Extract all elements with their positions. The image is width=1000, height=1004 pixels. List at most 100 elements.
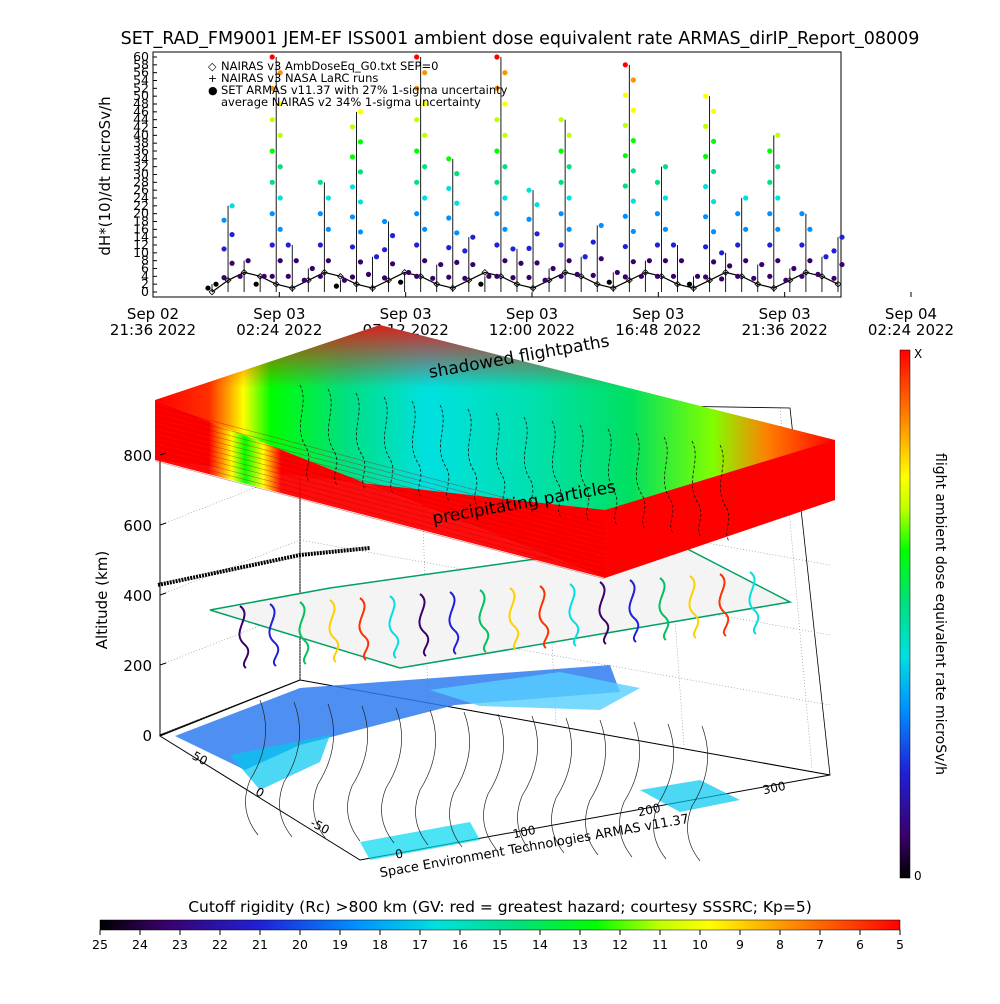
series-armas-point — [622, 92, 628, 98]
series-armas-point — [526, 216, 532, 222]
series-armas-point — [253, 281, 259, 287]
rigidity-tick-label: 8 — [776, 937, 784, 952]
slab-track — [411, 400, 422, 498]
series-armas-point — [462, 248, 468, 254]
series-armas-point — [502, 164, 508, 170]
rigidity-tick-label: 12 — [612, 937, 628, 952]
series-armas-point — [702, 93, 709, 99]
series-armas-point — [743, 258, 749, 264]
series-nairas-point — [593, 280, 601, 288]
ground-tracks — [245, 699, 708, 862]
series-armas-point — [454, 259, 460, 266]
ground-track — [449, 711, 470, 848]
series-armas-point — [839, 234, 845, 240]
series-armas-point — [389, 233, 396, 239]
x-tick-label-time: 21:36 2022 — [742, 321, 828, 339]
rigidity-tick-label: 14 — [532, 937, 548, 952]
rigidity-tick-label: 21 — [252, 937, 268, 952]
series-armas-point — [357, 229, 364, 235]
slab-track — [495, 412, 506, 510]
slab-stripe — [154, 455, 606, 575]
x-tick-label-time: 02:24 2022 — [236, 321, 322, 339]
series-armas-point — [422, 101, 428, 107]
series-armas-point — [422, 70, 428, 76]
series-armas-point — [446, 156, 452, 162]
rigidity-tick-label: 25 — [92, 937, 108, 952]
series-nairas-point — [706, 276, 713, 284]
legend-entry: NAIRAS v3 NASA LaRC runs — [221, 71, 378, 85]
orbit-track — [658, 577, 670, 641]
slab-stripe — [154, 435, 606, 555]
series-armas-point — [702, 123, 709, 129]
series-nairas-point — [401, 269, 409, 276]
y-tick-label: 36 — [133, 143, 149, 158]
rigidity-tick-label: 15 — [492, 937, 508, 952]
series-armas-point — [349, 244, 356, 250]
y-tick-label: 54 — [133, 73, 149, 88]
slab-stripe — [154, 420, 606, 540]
series-armas-point — [349, 154, 356, 160]
series-armas-point — [277, 164, 283, 170]
series-armas-point — [678, 258, 685, 264]
y-tick-label: 32 — [133, 159, 149, 174]
series-armas-point — [446, 245, 452, 251]
series-armas-point — [285, 242, 291, 248]
series-armas-point — [357, 109, 364, 115]
rigidity-tick-label: 9 — [736, 937, 744, 952]
y-axis-label: dH*(10)/dt microSv/h — [96, 96, 114, 255]
series-armas-point — [759, 261, 765, 268]
series-armas-point — [654, 211, 661, 217]
series-armas-point — [654, 179, 661, 185]
rigidity-tick-label: 17 — [412, 937, 428, 952]
series-armas-point — [622, 153, 628, 159]
y-tick-label: 14 — [133, 229, 149, 244]
series-armas-point — [590, 239, 596, 245]
orbit-track — [568, 583, 580, 647]
series-nairas-point — [722, 269, 730, 276]
series-armas-point — [702, 214, 709, 220]
series-armas-point — [494, 117, 500, 123]
series-nairas-point — [385, 276, 392, 284]
series-nairas-point — [818, 272, 826, 280]
legend-entry: average NAIRAS v2 34% 1-sigma uncertaint… — [221, 95, 481, 109]
series-armas-point — [261, 273, 267, 279]
x-tick-label-date: Sep 04 — [885, 305, 937, 323]
series-nairas-point — [561, 269, 569, 276]
ground-track — [619, 721, 640, 858]
series-armas-point — [630, 168, 636, 174]
series-armas-point — [558, 242, 564, 248]
series-armas-point — [574, 271, 580, 277]
rigidity-gradient — [99, 919, 901, 931]
orbit-track — [238, 605, 250, 669]
series-armas-point — [446, 274, 452, 280]
ground-map — [158, 665, 831, 862]
series-armas-point — [277, 258, 283, 264]
y-tick-label: 26 — [133, 182, 149, 197]
series-nairas-point — [353, 280, 360, 288]
series-armas-point — [349, 124, 356, 130]
longitude-tick-label: 100 — [512, 823, 537, 841]
orbit-track — [538, 585, 550, 649]
orbit-surface — [157, 539, 793, 669]
series-armas-point — [269, 179, 275, 185]
altitude-tick-mark — [159, 662, 167, 666]
legend: ◇ NAIRAS v3 AmbDoseEq_G0.txt SEP=0 + NAIRAS… — [208, 59, 508, 109]
slab-stripe — [154, 430, 606, 550]
series-armas-point — [317, 273, 323, 279]
series-armas-point — [414, 242, 420, 248]
series-armas-point — [662, 164, 669, 170]
series-armas-point — [494, 148, 500, 154]
series-nairas-point — [369, 284, 376, 292]
series-armas-point — [494, 211, 500, 217]
series-armas-point — [630, 77, 636, 83]
series-armas-point — [269, 242, 275, 248]
series-armas-point — [767, 242, 773, 248]
series-nairas-point — [674, 280, 681, 288]
series-armas-point — [558, 211, 564, 217]
series-armas-point — [221, 275, 227, 281]
series-armas-point — [502, 70, 508, 76]
colorbar-title: flight ambient dose equivalent rate micr… — [932, 453, 948, 775]
series-nairas-point — [449, 284, 457, 292]
series-armas-point — [807, 258, 813, 264]
series-armas-point — [670, 242, 677, 248]
